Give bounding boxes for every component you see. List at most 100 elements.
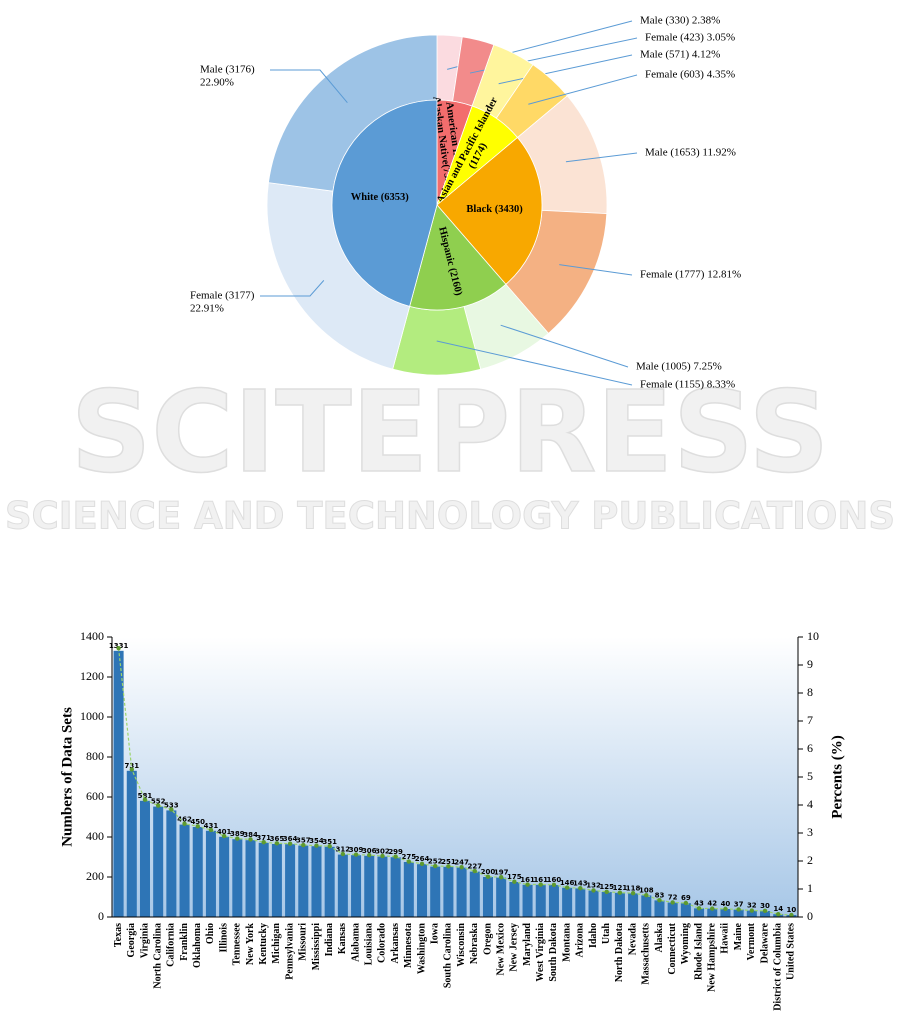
percent-marker (604, 889, 609, 894)
x-tick-label: Nebraska (469, 923, 480, 964)
bar (562, 887, 573, 917)
percent-marker (564, 885, 570, 890)
bar (337, 854, 348, 917)
outer-label: Male (1005) 7.25% (636, 361, 722, 373)
percent-marker (644, 892, 649, 898)
bar (680, 903, 691, 917)
bar-value-label: 30 (760, 902, 770, 910)
outer-label: Male (1653) 11.92% (645, 147, 736, 159)
y2-tick-label: 9 (807, 657, 813, 671)
bar-value-label: 731 (124, 762, 139, 770)
x-tick-label: Montana (561, 923, 572, 962)
x-tick-label: Massachusetts (641, 923, 652, 985)
y2-tick-label: 3 (807, 825, 813, 839)
outer-label: Female (3177) (190, 290, 255, 302)
percent-marker (551, 882, 557, 887)
bar (535, 884, 546, 917)
bar (575, 888, 586, 917)
x-tick-label: Pennsylvania (284, 923, 295, 980)
x-tick-label: Colorado (377, 923, 388, 963)
bar-value-label: 40 (721, 900, 731, 908)
bar (694, 908, 705, 917)
bar-value-label: 264 (415, 855, 430, 863)
percent-marker (208, 827, 214, 833)
y2-tick-label: 6 (807, 741, 813, 755)
x-tick-label: Maine (733, 922, 744, 950)
percent-marker (314, 843, 319, 848)
bar (285, 844, 296, 917)
bar-value-label: 365 (270, 835, 285, 843)
bar (548, 885, 559, 917)
x-tick-label: New Hampshire (707, 922, 718, 992)
outer-label: Female (1777) 12.81% (640, 269, 741, 281)
x-tick-label: Idaho (588, 923, 599, 948)
y-tick-label: 1400 (80, 629, 104, 643)
x-tick-label: New Jersey (509, 923, 520, 972)
y-tick-label: 400 (86, 829, 104, 843)
bar-value-label: 462 (177, 816, 192, 824)
outer-label: 22.90% (200, 77, 234, 89)
bar (509, 882, 520, 917)
bar (430, 866, 441, 917)
inner-slice (436, 136, 543, 285)
bar-value-label: 309 (349, 846, 364, 854)
x-tick-label: Louisiana (364, 923, 375, 965)
x-tick-label: Georgia (126, 923, 137, 957)
bar-value-label: 14 (773, 905, 783, 913)
y2-tick-label: 7 (807, 713, 813, 727)
percent-marker (459, 864, 464, 870)
bar-value-label: 299 (388, 848, 403, 856)
bar-value-label: 252 (428, 858, 443, 866)
percent-marker (380, 853, 385, 859)
bar (153, 806, 164, 917)
y-tick-label: 0 (98, 909, 104, 923)
bar-value-label: 118 (626, 884, 641, 892)
bar (522, 884, 533, 917)
x-tick-label: South Dakota (548, 923, 559, 982)
percent-marker (406, 859, 412, 864)
y2-axis-title: Percents (%) (829, 735, 845, 818)
percent-marker (182, 821, 187, 826)
bar (311, 846, 322, 917)
bar (443, 866, 454, 917)
bar (482, 877, 493, 917)
bar-value-label: 306 (362, 847, 377, 855)
percent-marker (221, 833, 227, 839)
bar-value-label: 32 (747, 902, 757, 910)
bar-value-label: 1331 (109, 642, 129, 650)
inner-label-group: Black (3430) (466, 204, 523, 215)
bar (707, 908, 718, 917)
bar (456, 867, 467, 917)
percent-marker (723, 906, 728, 912)
bar-value-label: 533 (164, 801, 179, 809)
bar-value-label: 227 (467, 863, 482, 871)
bar (641, 895, 652, 917)
x-tick-label: Washington (416, 923, 427, 975)
bar (601, 892, 612, 917)
percent-marker (485, 874, 491, 879)
bar (219, 836, 230, 917)
bar-value-label: 389 (230, 830, 245, 838)
x-tick-label: District of Columbia (773, 923, 784, 1011)
inner-label: White (6353) (351, 192, 410, 203)
outer-label: Male (3176) (200, 64, 255, 76)
bar (298, 845, 309, 917)
percent-marker (683, 900, 689, 906)
x-tick-label: Nevada (627, 923, 638, 955)
x-tick-label: Kentucky (258, 923, 269, 965)
percent-marker (670, 900, 675, 905)
bar (113, 650, 124, 917)
y-tick-label: 600 (86, 789, 104, 803)
bar (628, 893, 639, 917)
bar (403, 862, 414, 917)
inner-slice (331, 99, 438, 307)
percent-marker (353, 852, 359, 857)
percent-marker (274, 841, 280, 846)
bar-value-label: 42 (707, 900, 717, 908)
x-tick-label: Kansas (337, 923, 348, 954)
leader-line (559, 264, 633, 276)
percent-marker (327, 843, 332, 849)
bar (588, 890, 599, 917)
bar-value-label: 364 (283, 835, 298, 843)
